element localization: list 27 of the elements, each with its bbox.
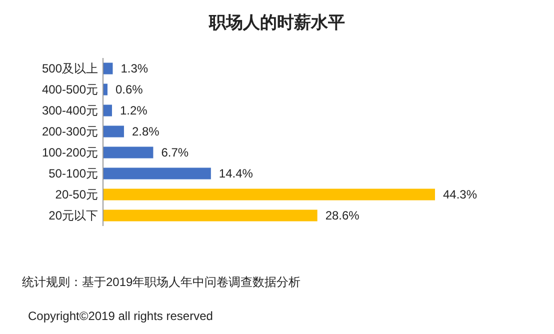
y-tick-label: 200-300元 bbox=[42, 124, 98, 138]
data-label: 0.6% bbox=[115, 82, 144, 96]
y-tick-label: 500及以上 bbox=[42, 62, 98, 76]
bar bbox=[103, 146, 154, 158]
data-label: 6.7% bbox=[161, 146, 189, 160]
data-label: 2.8% bbox=[132, 124, 160, 138]
data-label: 1.2% bbox=[120, 104, 148, 118]
y-tick-label: 20元以下 bbox=[48, 208, 98, 222]
y-tick-label: 100-200元 bbox=[42, 146, 98, 160]
y-tick-label: 50-100元 bbox=[48, 166, 98, 180]
bar bbox=[103, 188, 435, 200]
data-label: 1.3% bbox=[120, 62, 148, 76]
bar bbox=[103, 104, 112, 116]
text: 统计规则：基于2019年职场人年中问卷调查数据分析 bbox=[22, 275, 301, 289]
bar bbox=[103, 168, 211, 180]
data-label: 28.6% bbox=[325, 208, 360, 222]
y-tick-label: 300-400元 bbox=[42, 104, 98, 118]
data-label: 44.3% bbox=[443, 188, 478, 202]
chart-title: 职场人的时薪水平 bbox=[208, 13, 345, 32]
bar bbox=[103, 210, 318, 222]
text: Copyright©2019 all rights reserved bbox=[28, 309, 213, 323]
bar bbox=[103, 84, 108, 96]
data-label: 14.4% bbox=[218, 166, 254, 180]
bar bbox=[103, 62, 113, 74]
bar bbox=[103, 126, 124, 138]
y-tick-label: 400-500元 bbox=[42, 82, 98, 96]
y-tick-label: 20-50元 bbox=[55, 188, 98, 202]
